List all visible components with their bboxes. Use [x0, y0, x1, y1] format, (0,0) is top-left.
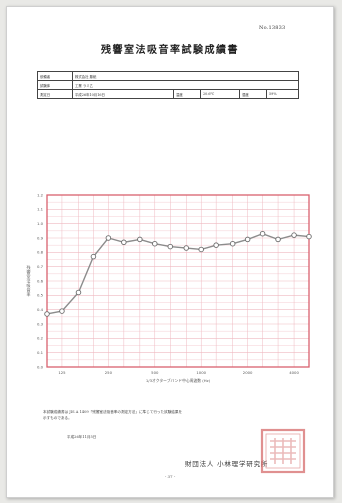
- data-point: [291, 232, 297, 238]
- test-note: 本試験成績書は JIS A 1409「残響室法吸音率の測定方法」に準じて行った試…: [43, 409, 303, 422]
- plot-frame: [46, 194, 310, 368]
- x-tick-label: 4000: [289, 370, 299, 375]
- data-point: [90, 253, 97, 260]
- x-tick-label: 250: [105, 370, 113, 375]
- x-tick-label: 2000: [243, 370, 253, 375]
- data-point: [213, 242, 219, 248]
- data-point: [259, 230, 266, 237]
- y-axis-label: 残響室法吸音率: [27, 264, 32, 297]
- y-tick-label: 0.9: [37, 235, 44, 240]
- y-tick-label: 0.7: [37, 264, 44, 269]
- info-table: 依頼者 株式会社 藤紙 試験体 工業 ラミ乙 測定日 平成26年10月16日 温…: [37, 71, 299, 99]
- table-cell: 平成26年10月16日: [72, 89, 174, 99]
- document-number: No.13833: [259, 25, 286, 31]
- data-point: [152, 240, 158, 247]
- table-cell: 依頼者: [37, 71, 73, 81]
- data-point: [75, 289, 82, 296]
- y-tick-label: 0.5: [37, 293, 44, 298]
- data-point: [306, 233, 312, 240]
- data-point: [275, 236, 281, 243]
- y-tick-label: 1.2: [37, 192, 44, 197]
- data-point: [229, 240, 236, 247]
- x-tick-label: 1000: [196, 370, 206, 375]
- data-point: [244, 236, 251, 243]
- table-cell: 工業 ラミ乙: [72, 80, 299, 90]
- data-point: [105, 235, 112, 241]
- y-tick-label: 0.1: [37, 350, 44, 355]
- data-point: [167, 243, 174, 250]
- data-point: [121, 239, 127, 246]
- y-tick-label: 1.0: [37, 221, 44, 226]
- table-cell: 温度: [173, 89, 201, 99]
- absorption-chart: 0.0 0.1 0.2 0.3 0.4 0.5 0.6 0.7 0.8 0.9 1.0 1.1 1.2 1…: [27, 192, 312, 383]
- y-tick-label: 1.1: [37, 207, 44, 212]
- table-row: 依頼者 株式会社 藤紙: [37, 71, 299, 81]
- note-line: 示すものである。: [43, 416, 72, 421]
- x-tick-label: 125: [58, 370, 66, 375]
- table-cell: 湿度: [239, 89, 267, 99]
- x-tick-label: 500: [151, 370, 159, 375]
- data-point: [198, 246, 204, 253]
- table-cell: 試験体: [37, 80, 73, 90]
- y-tick-label: 0.4: [37, 307, 44, 312]
- table-cell: 59%: [266, 89, 299, 99]
- page-title: 残響室法吸音率試験成績書: [101, 45, 239, 56]
- y-tick-label: 0.8: [37, 250, 44, 255]
- table-row: 測定日 平成26年10月16日 温度 20.6℃ 湿度 59%: [37, 89, 299, 99]
- issue-date: 平成26年11月5日: [67, 435, 97, 439]
- page-number: - 37 -: [164, 474, 176, 479]
- official-seal: [260, 428, 306, 474]
- note-line: 本試験成績書は JIS A 1409「残響室法吸音率の測定方法」に準じて行った試…: [43, 410, 183, 414]
- table-row: 試験体 工業 ラミ乙: [37, 80, 299, 90]
- y-tick-label: 0.0: [37, 364, 44, 369]
- table-cell: 測定日: [37, 89, 73, 99]
- series-line: [46, 232, 310, 315]
- issuer-name: 財団法人 小林理学研究所: [185, 460, 269, 468]
- data-point: [183, 245, 190, 251]
- table-cell: 20.6℃: [200, 89, 240, 99]
- data-point: [137, 236, 143, 243]
- y-tick-label: 0.2: [37, 336, 44, 341]
- y-tick-label: 0.3: [37, 321, 44, 326]
- y-tick-label: 0.6: [37, 278, 44, 283]
- data-point: [44, 311, 50, 317]
- report-page: No.13833 残響室法吸音率試験成績書 依頼者 株式会社 藤紙 試験体 工業…: [6, 6, 334, 498]
- data-point: [59, 308, 65, 314]
- x-axis-label: 1/3オクターブバンド中心周波数 (Hz): [146, 378, 211, 383]
- table-cell: 株式会社 藤紙: [72, 71, 299, 81]
